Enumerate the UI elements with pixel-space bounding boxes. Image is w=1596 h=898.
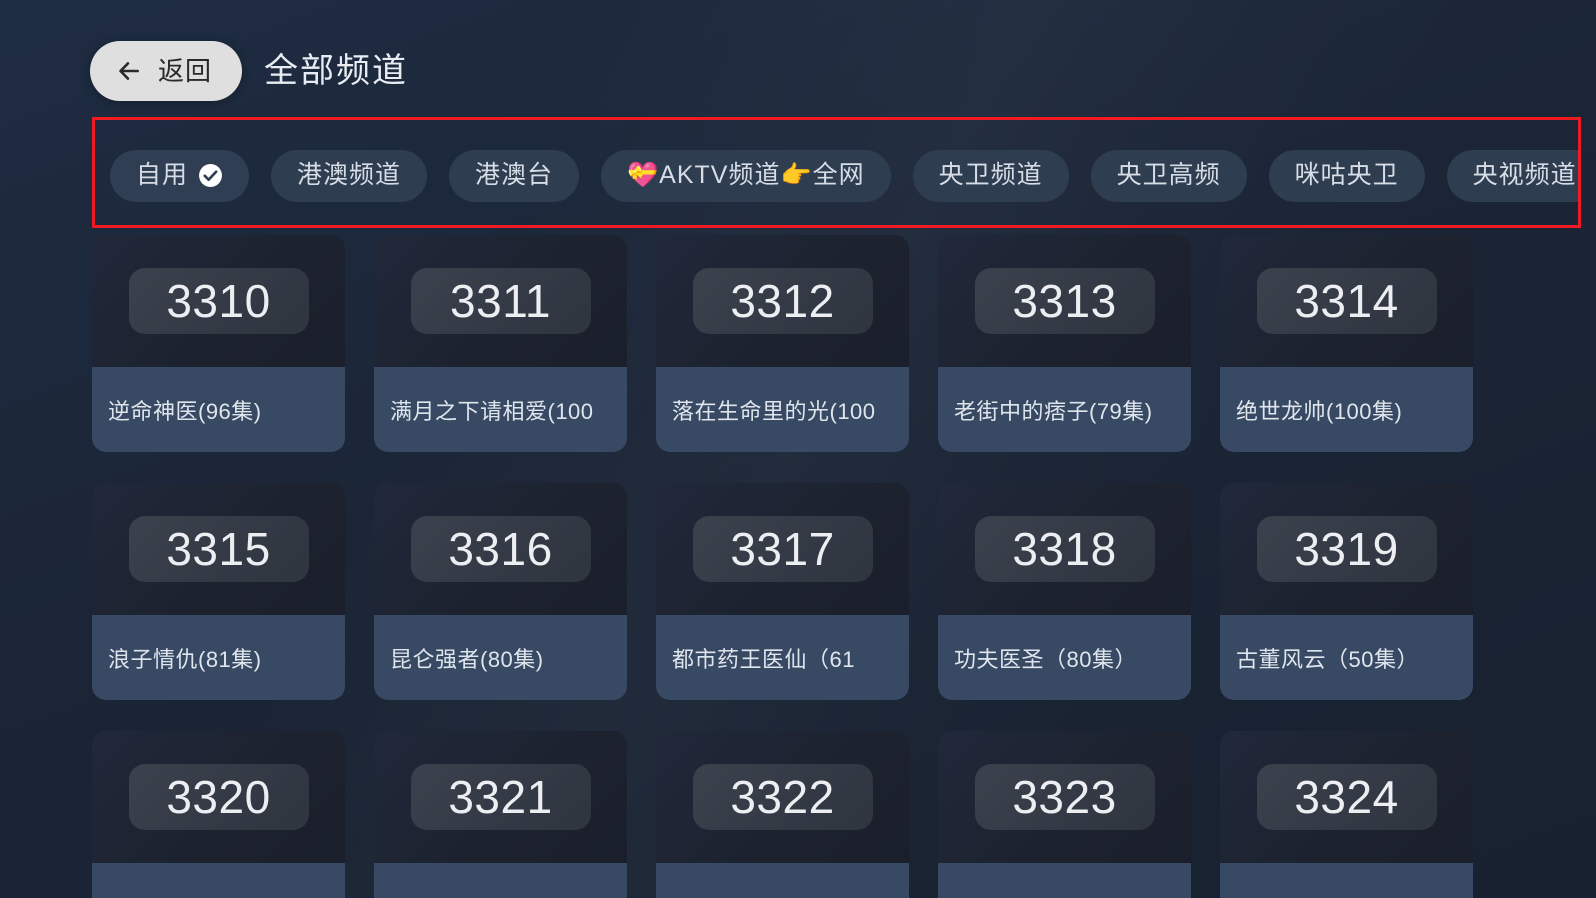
channel-card[interactable]: 3323: [938, 731, 1191, 898]
category-chip-label: 自用: [136, 161, 189, 189]
channel-card-thumb: 3321: [374, 731, 627, 863]
channel-card[interactable]: 3311 满月之下请相爱(100: [374, 235, 627, 452]
category-chip-3[interactable]: 💝AKTV频道👉全网: [601, 149, 891, 202]
category-chip-5[interactable]: 央卫高频: [1090, 149, 1247, 202]
channel-number-badge: 3311: [410, 267, 591, 335]
channel-card-thumb: 3319: [1220, 483, 1473, 615]
channel-grid: 3310 逆命神医(96集) 3311 满月之下请相爱(100 3312 落在生命里的光(…: [92, 235, 1512, 898]
channel-number-badge: 3315: [128, 515, 309, 583]
channel-card-thumb: 3312: [656, 235, 909, 367]
arrow-left-icon: [119, 62, 139, 80]
category-chip-label: 央卫频道: [938, 161, 1043, 189]
channel-card[interactable]: 3315 浪子情仇(81集): [92, 483, 345, 700]
channel-card-title: [374, 863, 627, 898]
channel-card[interactable]: 3317 都市药王医仙（61: [656, 483, 909, 700]
channel-card-title: [656, 863, 909, 898]
page-header: 返回 全部频道: [90, 41, 408, 101]
channel-card-title: [1220, 863, 1473, 898]
channel-card-thumb: 3315: [92, 483, 345, 615]
category-chip-label: 港澳台: [475, 161, 554, 189]
channel-card-thumb: 3322: [656, 731, 909, 863]
channel-card-title: 都市药王医仙（61: [656, 615, 909, 700]
channel-card[interactable]: 3324: [1220, 731, 1473, 898]
channel-card-thumb: 3324: [1220, 731, 1473, 863]
channel-card-title: 绝世龙帅(100集): [1220, 367, 1473, 452]
channel-card-thumb: 3323: [938, 731, 1191, 863]
channel-card[interactable]: 3319 古董风云（50集）: [1220, 483, 1473, 700]
channel-card-title: 古董风云（50集）: [1220, 615, 1473, 700]
channel-card-title: 落在生命里的光(100: [656, 367, 909, 452]
category-chip-label: 港澳频道: [297, 161, 402, 189]
channel-number-badge: 3316: [410, 515, 591, 583]
back-button[interactable]: 返回: [90, 41, 243, 101]
channel-card[interactable]: 3322: [656, 731, 909, 898]
channel-card-title: 昆仑强者(80集): [374, 615, 627, 700]
channel-number-badge: 3314: [1256, 267, 1437, 335]
channel-number-badge: 3319: [1256, 515, 1437, 583]
channel-number-badge: 3322: [692, 763, 873, 831]
channel-number-badge: 3320: [128, 763, 309, 831]
channel-card-title: 浪子情仇(81集): [92, 615, 345, 700]
channel-card-thumb: 3311: [374, 235, 627, 367]
channel-number-badge: 3317: [692, 515, 873, 583]
channel-card-thumb: 3314: [1220, 235, 1473, 367]
channel-card-title: 逆命神医(96集): [92, 367, 345, 452]
category-chip-7[interactable]: 央视频道: [1446, 149, 1578, 202]
channel-card-title: [92, 863, 345, 898]
channel-number-badge: 3313: [974, 267, 1155, 335]
category-chip-label: 💝AKTV频道👉全网: [627, 161, 865, 189]
channel-number-badge: 3312: [692, 267, 873, 335]
channel-card[interactable]: 3313 老街中的痞子(79集): [938, 235, 1191, 452]
page-title: 全部频道: [264, 52, 409, 90]
category-chip-1[interactable]: 港澳频道: [271, 149, 428, 202]
channel-card-title: [938, 863, 1191, 898]
channel-card-thumb: 3310: [92, 235, 345, 367]
category-chip-2[interactable]: 港澳台: [449, 149, 580, 202]
channel-card-title: 满月之下请相爱(100: [374, 367, 627, 452]
channel-card-thumb: 3320: [92, 731, 345, 863]
category-chip-4[interactable]: 央卫频道: [912, 149, 1069, 202]
back-button-label: 返回: [158, 56, 213, 86]
category-chip-6[interactable]: 咪咕央卫: [1268, 149, 1425, 202]
channel-number-badge: 3318: [974, 515, 1155, 583]
category-chip-0[interactable]: 自用: [110, 149, 250, 202]
channel-card[interactable]: 3320: [92, 731, 345, 898]
channel-card-thumb: 3316: [374, 483, 627, 615]
channel-card-title: 功夫医圣（80集）: [938, 615, 1191, 700]
channel-number-badge: 3324: [1256, 763, 1437, 831]
channel-number-badge: 3321: [410, 763, 591, 831]
channel-card-thumb: 3317: [656, 483, 909, 615]
check-circle-icon: [199, 164, 222, 187]
channel-card-thumb: 3313: [938, 235, 1191, 367]
channel-card[interactable]: 3316 昆仑强者(80集): [374, 483, 627, 700]
category-chip-label: 咪咕央卫: [1294, 161, 1399, 189]
channel-card-thumb: 3318: [938, 483, 1191, 615]
category-chip-label: 央卫高频: [1116, 161, 1221, 189]
channel-card[interactable]: 3312 落在生命里的光(100: [656, 235, 909, 452]
channel-number-badge: 3310: [128, 267, 309, 335]
channel-card[interactable]: 3314 绝世龙帅(100集): [1220, 235, 1473, 452]
channel-card[interactable]: 3318 功夫医圣（80集）: [938, 483, 1191, 700]
channel-card[interactable]: 3310 逆命神医(96集): [92, 235, 345, 452]
channel-card-title: 老街中的痞子(79集): [938, 367, 1191, 452]
channel-number-badge: 3323: [974, 763, 1155, 831]
channel-card[interactable]: 3321: [374, 731, 627, 898]
category-chip-label: 央视频道: [1472, 161, 1577, 189]
